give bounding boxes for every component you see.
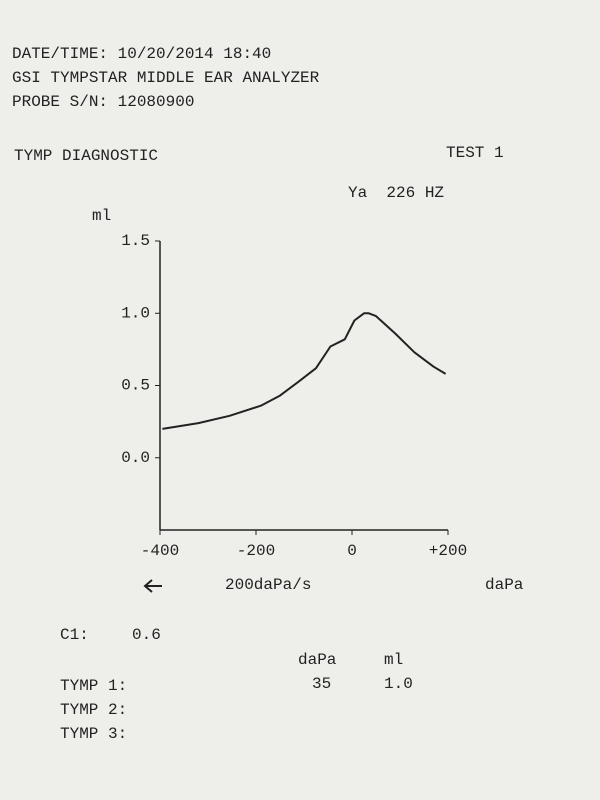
datetime: DATE/TIME: 10/20/2014 18:40 (12, 45, 271, 63)
y-tick-label: 0.0 (121, 449, 150, 467)
x-tick-label: +200 (429, 542, 467, 560)
row-label: TYMP 3: (60, 725, 127, 743)
test-number: TEST 1 (446, 144, 504, 162)
column-header: daPa (298, 651, 337, 669)
probe: PROBE S/N: 12080900 (12, 93, 194, 111)
device: GSI TYMPSTAR MIDDLE EAR ANALYZER (12, 69, 320, 87)
arrow (143, 579, 162, 593)
x-axis-label: daPa (485, 576, 524, 594)
test-name: TYMP DIAGNOSTIC (14, 147, 158, 165)
x-tick-label: -400 (141, 542, 179, 560)
x-tick-label: -200 (237, 542, 275, 560)
y-tick-label: 0.5 (121, 377, 150, 395)
rate-label: 200daPa/s (225, 576, 311, 594)
tympanogram-curve (162, 312, 447, 430)
column-header: ml (384, 651, 403, 669)
y-tick-label: 1.0 (121, 304, 150, 322)
tymp-dapa: 35 (312, 675, 331, 693)
c1-value: 0.6 (132, 626, 161, 644)
probe-tone: Ya 226 HZ (348, 184, 444, 202)
c1-label: C1: (60, 626, 89, 644)
tymp-ml: 1.0 (384, 675, 413, 693)
row-label: TYMP 1: (60, 677, 127, 695)
y-tick-label: 1.5 (121, 232, 150, 250)
x-tick-label: 0 (347, 542, 357, 560)
row-label: TYMP 2: (60, 701, 127, 719)
y-axis-label: ml (92, 207, 111, 225)
